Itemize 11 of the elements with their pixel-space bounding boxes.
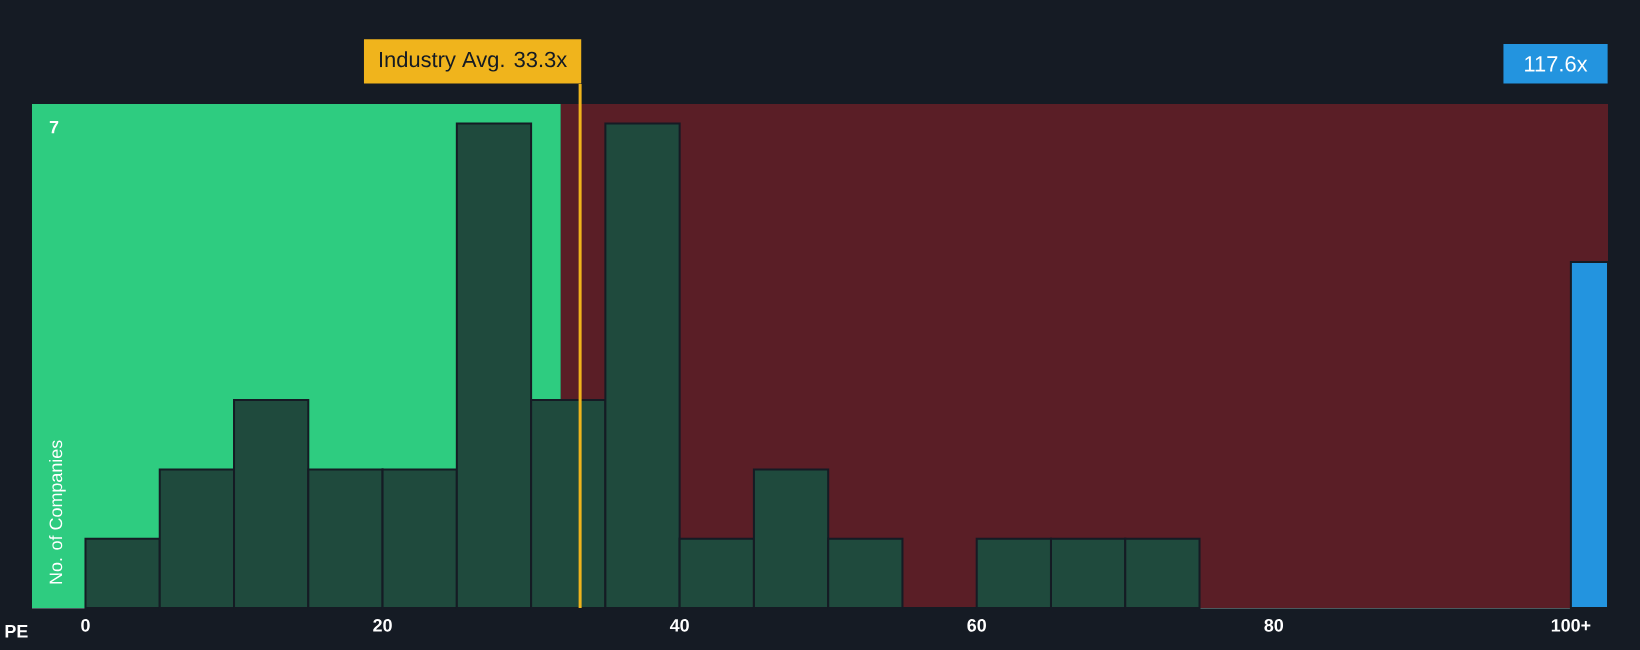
x-tick-label: 0	[81, 619, 90, 632]
annotation: 7	[49, 121, 59, 134]
x-axis-title: PE	[5, 625, 28, 638]
ref-line-label: Industry Avg. 33.3x	[380, 51, 567, 72]
x-tick-label: 20	[373, 619, 392, 632]
text: 117.6x	[1525, 56, 1588, 72]
x-tick-label: 100+	[1551, 619, 1591, 632]
x-tick-label: 40	[669, 619, 689, 632]
x-tick-label: 60	[967, 619, 986, 632]
x-tick-label: 80	[1264, 619, 1284, 632]
y-axis-title: No. of Companies	[49, 440, 66, 584]
